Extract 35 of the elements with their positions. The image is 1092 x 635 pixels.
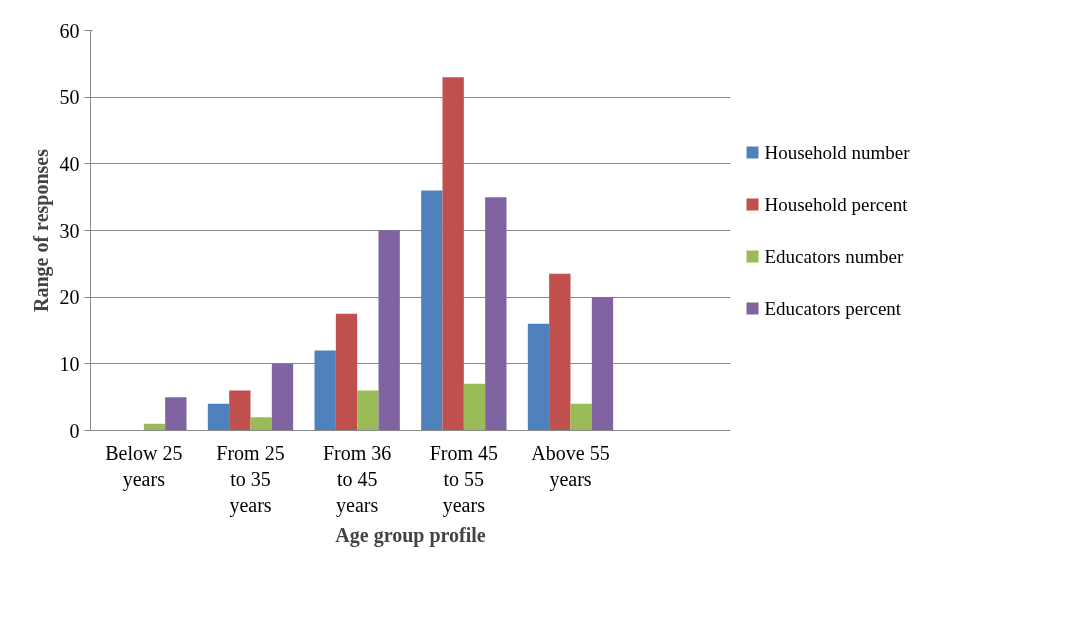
- x-tick-label: From 36 to 45 years: [323, 441, 392, 518]
- y-tick-label: 0: [69, 419, 80, 442]
- y-tick-label: 60: [59, 19, 80, 42]
- bar: [527, 323, 550, 431]
- bar: [357, 390, 379, 431]
- bar: [378, 230, 400, 431]
- x-tick-label: Below 25 years: [105, 441, 183, 491]
- legend-label: Educators number: [764, 246, 904, 267]
- bar: [463, 383, 486, 431]
- bar: [207, 403, 230, 431]
- y-tick-label: 50: [59, 86, 80, 109]
- bar: [335, 313, 358, 431]
- y-tick-label: 30: [59, 219, 80, 242]
- legend-label: Household percent: [764, 194, 909, 215]
- bar: [250, 417, 272, 431]
- bar: [229, 390, 251, 431]
- y-tick-label: 10: [59, 352, 80, 375]
- bar: [549, 273, 571, 431]
- bar: [442, 77, 464, 431]
- bar: [271, 363, 294, 431]
- bar: [591, 297, 614, 431]
- legend-label: Household number: [764, 142, 911, 163]
- bar: [485, 197, 507, 431]
- legend-label: Educators percent: [764, 298, 902, 319]
- y-tick-label: 20: [59, 286, 80, 309]
- x-axis-title: Age group profile: [335, 524, 486, 548]
- x-tick-label: From 45 to 55 years: [429, 441, 499, 518]
- bar: [314, 350, 336, 431]
- x-tick-label: From 25 to 35 years: [216, 441, 285, 518]
- y-axis-title: Range of responses: [29, 148, 53, 312]
- bar: [570, 403, 592, 431]
- bar: [165, 397, 187, 431]
- y-tick-label: 40: [59, 152, 80, 175]
- bar: [421, 190, 443, 431]
- x-tick-label: Above 55 years: [531, 441, 610, 491]
